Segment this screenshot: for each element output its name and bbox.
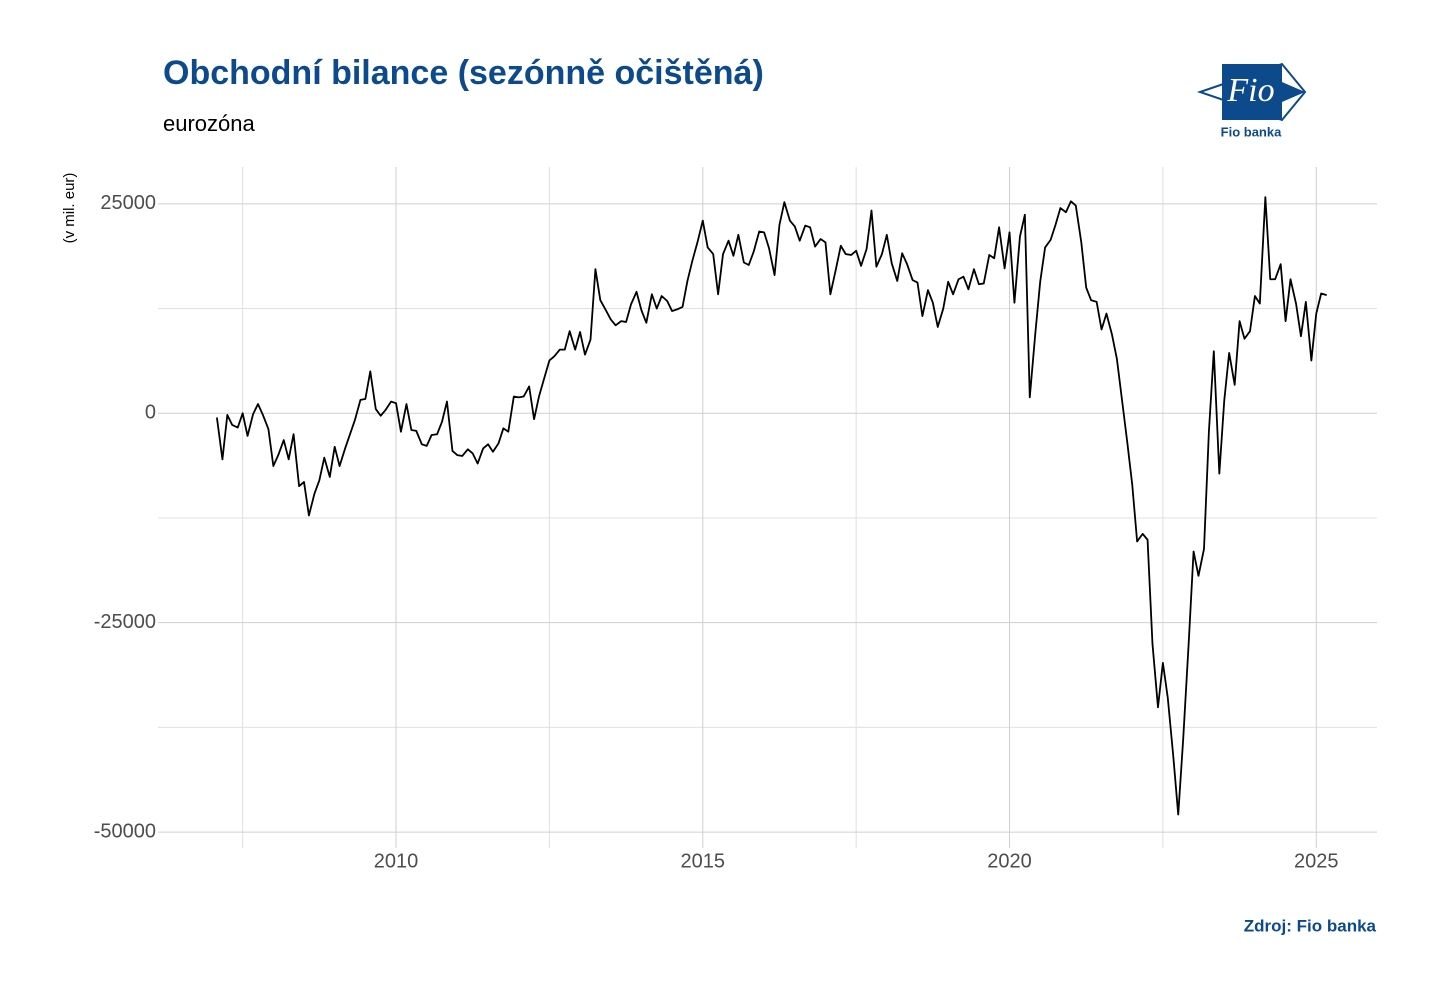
chart-title: Obchodní bilance (sezónně očištěná) bbox=[163, 54, 764, 92]
x-tick-label: 2025 bbox=[1294, 850, 1339, 872]
y-tick-label: -50000 bbox=[94, 820, 156, 842]
line bbox=[215, 196, 1327, 816]
logo-caption: Fio banka bbox=[1221, 124, 1282, 139]
logo-box bbox=[1222, 64, 1282, 120]
y-tick-label: -25000 bbox=[94, 611, 156, 633]
y-tick-label: 0 bbox=[145, 402, 156, 424]
logo: Fio Fio banka bbox=[1196, 62, 1307, 139]
x-tick-label: 2020 bbox=[987, 850, 1032, 872]
logo-arrow bbox=[1282, 82, 1305, 102]
x-tick-label: 2015 bbox=[681, 850, 726, 872]
y-tick-label: 25000 bbox=[100, 192, 156, 214]
plot-area: -50000 -25000 0 25000 2010 2015 2020 2025 bbox=[94, 167, 1377, 872]
logo-text: Fio bbox=[1226, 72, 1274, 109]
source: Zdroj: Fio banka bbox=[1244, 916, 1377, 935]
y-axis-label: (v mil. eur) bbox=[61, 173, 78, 244]
x-tick-label: 2010 bbox=[374, 850, 419, 872]
chart-subtitle: eurozóna bbox=[163, 111, 256, 136]
